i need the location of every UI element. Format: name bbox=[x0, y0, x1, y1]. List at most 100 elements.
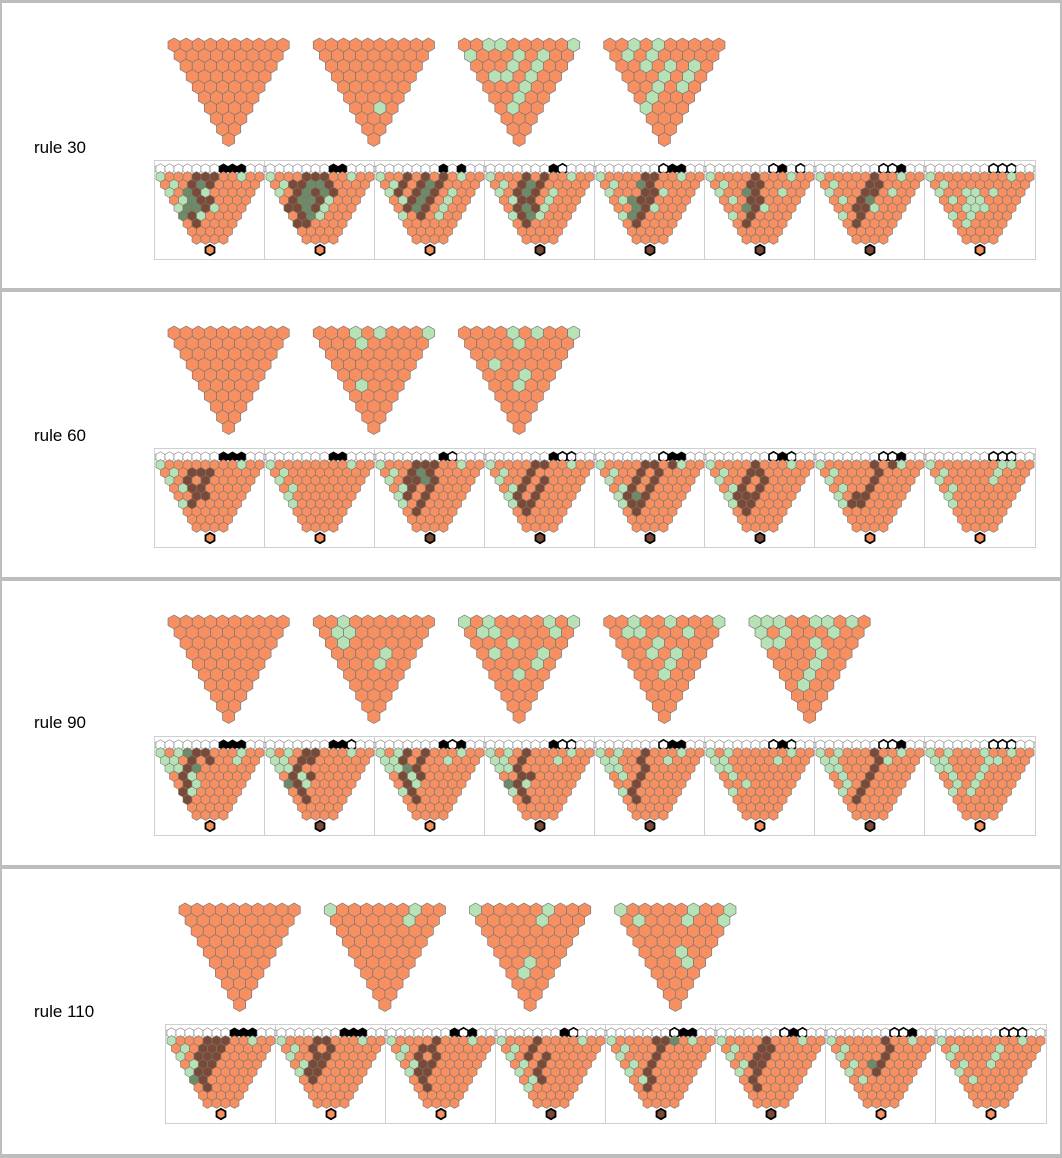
evolution-triangle bbox=[312, 325, 435, 435]
step-frame bbox=[485, 449, 595, 547]
step-frame bbox=[265, 449, 375, 547]
hex-cell bbox=[640, 521, 651, 533]
hex-cell bbox=[862, 1097, 873, 1109]
frame-cells bbox=[265, 738, 375, 833]
hex-cell bbox=[657, 132, 671, 147]
hex-cell bbox=[970, 233, 981, 245]
rule-60-panel: rule 60 bbox=[0, 292, 1062, 578]
evolution-triangle bbox=[458, 614, 581, 724]
hex-cell bbox=[548, 809, 559, 821]
hex-cell bbox=[860, 521, 871, 533]
frame-cells bbox=[155, 163, 265, 257]
step-frame bbox=[705, 737, 815, 835]
evolution-triangle bbox=[748, 614, 871, 724]
hex-cell bbox=[429, 233, 440, 245]
hex-cell bbox=[668, 997, 682, 1012]
hex-cell bbox=[541, 1097, 552, 1109]
hex-cell bbox=[328, 233, 339, 245]
frame-cells bbox=[155, 451, 265, 545]
hex-cell bbox=[970, 521, 981, 533]
hex-cell bbox=[530, 809, 541, 821]
hex-cell bbox=[961, 809, 972, 821]
frame-cells bbox=[925, 738, 1035, 833]
hex-cell bbox=[750, 809, 761, 821]
evolution-triangle bbox=[178, 902, 301, 1012]
frame-cells bbox=[375, 163, 485, 257]
hex-cell bbox=[972, 1097, 983, 1109]
hex-cell bbox=[411, 521, 422, 533]
triangle-strip bbox=[167, 37, 726, 147]
hex-cell bbox=[440, 1097, 451, 1109]
step-frame bbox=[375, 737, 485, 835]
triangle-strip bbox=[167, 325, 581, 435]
hex-cell bbox=[860, 233, 871, 245]
step-frame bbox=[155, 449, 265, 547]
step-frame bbox=[705, 161, 815, 259]
hex-cell bbox=[310, 521, 321, 533]
hex-cell bbox=[532, 1097, 543, 1109]
step-frames bbox=[154, 448, 1036, 548]
hex-cell bbox=[869, 809, 880, 821]
hex-cell bbox=[310, 233, 321, 245]
rule-90-panel: rule 90 bbox=[0, 581, 1062, 865]
hex-cell bbox=[649, 233, 660, 245]
evolution-triangle bbox=[458, 325, 581, 435]
output-cell bbox=[864, 819, 876, 833]
frame-cells bbox=[606, 1026, 716, 1121]
output-cell bbox=[435, 1107, 447, 1121]
hex-cell bbox=[438, 233, 449, 245]
hex-cell bbox=[779, 1097, 790, 1109]
frame-cells bbox=[705, 738, 815, 833]
step-frame bbox=[925, 449, 1035, 547]
hex-cell bbox=[759, 521, 770, 533]
hex-cell bbox=[222, 420, 236, 435]
hex-cell bbox=[759, 233, 770, 245]
hex-cell bbox=[200, 809, 211, 821]
hex-cell bbox=[631, 233, 642, 245]
frame-cells bbox=[375, 450, 485, 545]
panel-separator bbox=[0, 0, 1062, 3]
step-frame bbox=[716, 1025, 826, 1123]
hex-cell bbox=[851, 521, 862, 533]
input-cell bbox=[1033, 453, 1035, 461]
hex-cell bbox=[741, 233, 752, 245]
hex-cell bbox=[222, 132, 236, 147]
step-frame bbox=[485, 161, 595, 259]
frame-cells bbox=[265, 451, 375, 545]
hex-cell bbox=[741, 809, 752, 821]
hex-cell bbox=[851, 233, 862, 245]
panel-separator bbox=[0, 577, 1062, 581]
hex-cell bbox=[961, 521, 972, 533]
hex-cell bbox=[539, 233, 550, 245]
step-frame bbox=[386, 1025, 496, 1123]
output-cell bbox=[534, 531, 546, 545]
step-frame bbox=[375, 449, 485, 547]
evolution-triangles bbox=[167, 324, 581, 452]
rule-label: rule 30 bbox=[34, 138, 86, 157]
hex-cell bbox=[990, 1097, 1001, 1109]
hex-cell bbox=[658, 521, 669, 533]
hex-cell bbox=[631, 521, 642, 533]
step-frame bbox=[276, 1025, 386, 1123]
output-cell bbox=[754, 819, 766, 833]
hex-cell bbox=[752, 1097, 763, 1109]
hex-cell bbox=[878, 809, 889, 821]
hex-cell bbox=[988, 233, 999, 245]
panel-separator bbox=[0, 1154, 1062, 1158]
hex-cell bbox=[559, 1097, 570, 1109]
input-cell bbox=[1033, 165, 1035, 173]
frame-cells bbox=[595, 738, 705, 833]
output-cell bbox=[864, 243, 876, 257]
step-frame bbox=[485, 737, 595, 835]
evolution-triangles bbox=[167, 613, 871, 741]
hex-cell bbox=[438, 809, 449, 821]
hex-cell bbox=[539, 521, 550, 533]
step-frame bbox=[815, 161, 925, 259]
hex-cell bbox=[523, 997, 537, 1012]
step-frame bbox=[595, 449, 705, 547]
step-frame bbox=[595, 737, 705, 835]
output-cell bbox=[314, 531, 326, 545]
hex-cell bbox=[970, 809, 981, 821]
frame-cells bbox=[265, 163, 375, 257]
output-cell bbox=[644, 531, 656, 545]
